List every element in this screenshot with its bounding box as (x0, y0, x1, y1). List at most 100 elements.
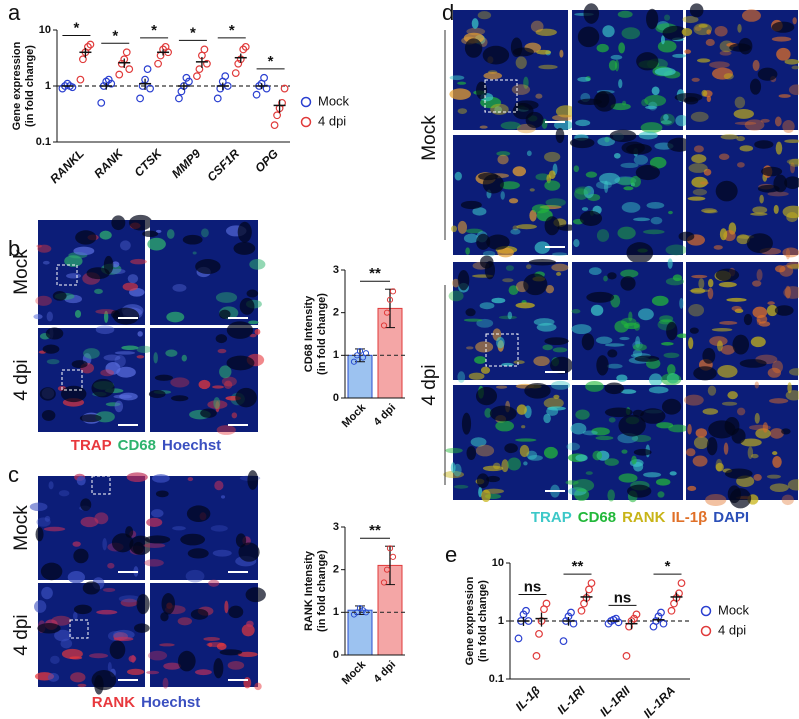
micrograph-signal (714, 26, 728, 37)
micrograph-signal (597, 137, 615, 147)
micrograph-signal (651, 86, 660, 96)
micrograph-signal (475, 444, 495, 457)
micrograph-signal (555, 105, 576, 118)
micrograph-signal (630, 175, 641, 188)
micrograph-signal (534, 241, 550, 254)
micrograph-void (555, 127, 565, 144)
micrograph-void (725, 468, 753, 479)
micrograph-signal (754, 412, 760, 424)
micrograph-signal (620, 317, 637, 327)
micrograph-signal (575, 409, 590, 420)
micrograph-signal (668, 210, 673, 215)
micrograph-signal (622, 100, 627, 106)
data-point (585, 585, 593, 594)
micrograph-signal (143, 542, 166, 548)
micrograph-signal (159, 643, 175, 647)
data-point (125, 65, 134, 74)
micrograph-signal (223, 380, 233, 390)
micrograph-signal (42, 260, 50, 265)
micrograph-signal (776, 47, 791, 61)
data-point (221, 72, 230, 81)
significance-label: ** (369, 522, 381, 539)
micrograph-signal (46, 358, 60, 365)
micrograph-signal (495, 420, 515, 432)
micrograph-signal (620, 389, 637, 394)
micrograph-signal (502, 278, 514, 283)
micrograph-void (646, 8, 659, 30)
micrograph-signal (621, 202, 641, 213)
micrograph-signal (452, 278, 460, 288)
micrograph-signal (695, 428, 708, 438)
micrograph-signal (769, 398, 789, 404)
micrograph-signal (727, 391, 738, 400)
micrograph-void (678, 231, 695, 242)
micrograph-void (464, 38, 483, 58)
micrograph-signal (616, 374, 628, 382)
micrograph-signal (783, 286, 799, 299)
legend-label: 4 dpi (318, 113, 346, 128)
micrograph-signal (507, 311, 513, 320)
micrograph-signal (632, 343, 647, 351)
micrograph-signal (136, 355, 145, 359)
row-label: Mock (11, 505, 32, 551)
micrograph-signal (60, 638, 73, 649)
x-tick-label: IL-1RA (641, 683, 678, 719)
micrograph-signal (552, 347, 568, 353)
stain-name: Hoechst (162, 437, 221, 454)
micrograph-signal (515, 302, 535, 309)
micrograph-signal (718, 281, 737, 288)
micrograph-signal (478, 486, 483, 498)
micrograph-void (607, 349, 618, 358)
micrograph-void (136, 593, 150, 615)
micrograph-signal (585, 171, 598, 178)
micrograph-signal (468, 372, 485, 380)
micrograph-signal (720, 345, 735, 355)
micrograph-signal (669, 471, 677, 476)
micrograph-signal (243, 677, 252, 689)
micrograph-void (634, 355, 660, 362)
micrograph-void (52, 291, 67, 301)
micrograph-void (39, 387, 56, 401)
micrograph-signal (574, 186, 591, 195)
micrograph-signal (213, 397, 221, 410)
micrograph-signal (67, 571, 86, 584)
micrograph-signal (457, 81, 467, 85)
micrograph-signal (531, 204, 550, 214)
data-point (175, 94, 183, 103)
micrograph-signal (111, 261, 120, 268)
micrograph-signal (784, 59, 799, 65)
micrograph-signal (691, 77, 700, 82)
legend-marker (300, 116, 312, 128)
micrograph-void (715, 180, 738, 202)
micrograph-signal (667, 258, 673, 269)
significance-label: * (665, 558, 671, 575)
micrograph-void (190, 608, 209, 620)
data-point (567, 608, 575, 617)
micrograph-signal (146, 517, 163, 527)
micrograph-void (215, 334, 228, 344)
micrograph-signal (682, 15, 699, 24)
micrograph-signal (73, 246, 95, 256)
micrograph-void (478, 172, 498, 181)
micrograph-signal (490, 103, 509, 115)
micrograph-signal (684, 394, 704, 406)
micrograph-signal (44, 515, 51, 522)
significance-label: ** (572, 558, 584, 575)
micrograph-signal (655, 478, 671, 486)
bar (347, 354, 373, 399)
micrograph-signal (536, 322, 557, 332)
micrograph-void (82, 581, 101, 595)
micrograph-signal (657, 40, 677, 53)
micrograph-signal (103, 310, 109, 323)
micrograph-void (460, 200, 482, 210)
micrograph-signal (463, 233, 479, 243)
micrograph-signal (773, 204, 779, 214)
micrograph-signal (529, 188, 535, 192)
micrograph-signal (595, 336, 613, 345)
micrograph-signal (64, 255, 83, 267)
micrograph-void (73, 548, 89, 564)
micrograph-signal (37, 244, 52, 253)
micrograph-void (746, 233, 773, 254)
micrograph-signal (114, 351, 136, 355)
